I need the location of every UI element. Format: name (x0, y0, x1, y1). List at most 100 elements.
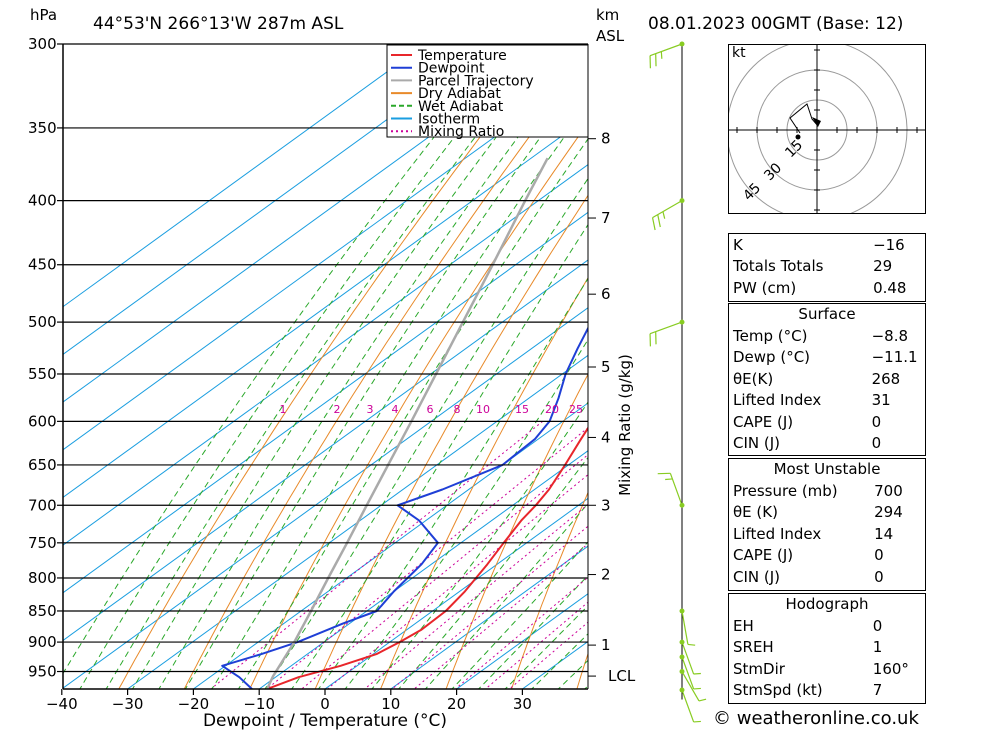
wind-barb-flag (651, 217, 656, 231)
most-unstable-row: CIN (J) 0 (729, 566, 925, 588)
index-value: 700 (874, 481, 903, 500)
isotherm-line (63, 164, 588, 546)
pressure-label: 650 (28, 456, 57, 474)
most-unstable-row: Lifted Index 14 (729, 523, 925, 545)
stability-row: Totals Totals 29 (729, 256, 925, 278)
index-value: 0 (871, 434, 882, 453)
wet-adiabat-line (344, 338, 588, 689)
chart-texts: 1 2 3 4 6 8 10 15 20 2530035040045050055060065070… (28, 6, 903, 731)
parcel-trajectory-line (265, 157, 549, 689)
mixing-ratio-label: 2 (334, 403, 341, 416)
wind-barb-half-flag (698, 698, 707, 702)
most-unstable-row: CAPE (J) 0 (729, 545, 925, 567)
index-value: −11.1 (871, 348, 918, 367)
wind-barb-dot (679, 654, 685, 660)
index-name: EH (733, 616, 754, 635)
mixing-ratio-label: 6 (427, 403, 434, 416)
stability-row: PW (cm) 0.48 (729, 277, 925, 299)
index-value: 0 (874, 567, 884, 586)
km-unit-label: km (596, 6, 619, 24)
x-axis-title: Dewpoint / Temperature (°C) (203, 711, 447, 731)
mixing-ratio-label: 4 (392, 403, 399, 416)
wet-adiabat-line (105, 44, 548, 689)
index-value: −8.8 (871, 326, 909, 345)
km-label: 1 (601, 636, 611, 654)
index-value: 29 (873, 257, 893, 276)
index-name: Dewp (°C) (733, 348, 811, 367)
mixing-ratio-line (365, 503, 588, 689)
dry-adiabat-line (183, 56, 588, 689)
hodograph-index-table: EH 0 SREH 1 StmDir 160° StmSpd (kt) 7 (729, 615, 925, 701)
index-name: CIN (J) (733, 567, 781, 586)
hodograph-unit: kt (732, 45, 746, 61)
wind-barb-staff (681, 689, 695, 723)
index-value: 160° (872, 659, 909, 678)
wet-adiabat-line (371, 401, 588, 689)
pressure-label: 750 (28, 534, 57, 552)
surface-row: CAPE (J) 0 (729, 411, 925, 433)
profiles (221, 157, 588, 689)
wet-adiabat-line (184, 71, 588, 689)
indices-hodograph: Hodograph EH 0 SREH 1 StmDir 160° StmSpd (kt) 7 (728, 593, 926, 704)
dry-adiabat-line (445, 373, 588, 689)
pressure-label: 850 (28, 602, 57, 620)
temperature-tick-label: −20 (178, 695, 210, 713)
pressure-label: 900 (28, 633, 57, 651)
wind-barb (679, 608, 696, 646)
temperature-tick-label: 30 (513, 695, 532, 713)
km-label: 8 (601, 130, 611, 148)
wind-barb-half-flag (693, 687, 701, 690)
asl-unit-label: ASL (596, 27, 625, 45)
index-name: CAPE (J) (733, 546, 794, 565)
stability-table: K −16 Totals Totals 29 PW (cm) 0.48 (729, 234, 925, 299)
background-grid (63, 44, 588, 689)
wind-barbs (649, 41, 707, 723)
wind-barb-half-flag (662, 211, 666, 219)
wind-barb-dot (679, 687, 685, 693)
hodograph-index-row: SREH 1 (729, 637, 925, 659)
mixing-ratio-label: 15 (515, 403, 529, 416)
pressure-label: 600 (28, 412, 57, 430)
wind-barb-staff (681, 656, 695, 690)
surface-row: Lifted Index 31 (729, 390, 925, 412)
stability-row: K −16 (729, 234, 925, 256)
temperature-tick-label: −10 (243, 695, 275, 713)
wind-barb (679, 639, 701, 675)
wet-adiabat-line (477, 574, 588, 689)
wind-barb-flag (657, 214, 661, 228)
dry-adiabat-line (511, 491, 588, 689)
footer-credit[interactable]: © weatheronline.co.uk (713, 708, 919, 729)
index-value: 294 (874, 503, 903, 522)
mixing-ratio-line (327, 474, 588, 689)
km-label: 5 (601, 358, 611, 376)
hodograph-storm-dot (795, 134, 801, 140)
wind-barb-half-flag (660, 51, 663, 59)
temperature-tick-label: 20 (447, 695, 466, 713)
legend-box (386, 44, 589, 138)
wind-barb (651, 198, 685, 231)
wind-barb-staff (652, 200, 683, 219)
km-label: 6 (601, 285, 611, 303)
wind-barb-dot (679, 608, 685, 614)
wind-barb-staff (681, 610, 689, 645)
pressure-label: 550 (28, 365, 57, 383)
index-name: θE(K) (733, 369, 774, 388)
legend-entry: Dewpoint (418, 61, 485, 77)
pressure-label: 500 (28, 313, 57, 331)
wind-barb-dot (679, 639, 685, 645)
surface-row: CIN (J) 0 (729, 433, 925, 455)
wet-adiabat-line (79, 44, 528, 689)
surface-title: Surface (798, 305, 856, 323)
wind-barb-dot (679, 198, 685, 204)
wet-adiabat-line (237, 138, 588, 689)
wet-adiabat-line (451, 541, 588, 689)
legend-entry: Temperature (417, 48, 507, 64)
wind-barb-staff (649, 321, 683, 335)
most-unstable-row: θE (K) 294 (729, 502, 925, 524)
index-name: θE (K) (733, 503, 778, 522)
index-value: 31 (871, 391, 891, 410)
mixing-ratio-label: 25 (569, 403, 583, 416)
wet-adiabat-line (291, 223, 588, 689)
